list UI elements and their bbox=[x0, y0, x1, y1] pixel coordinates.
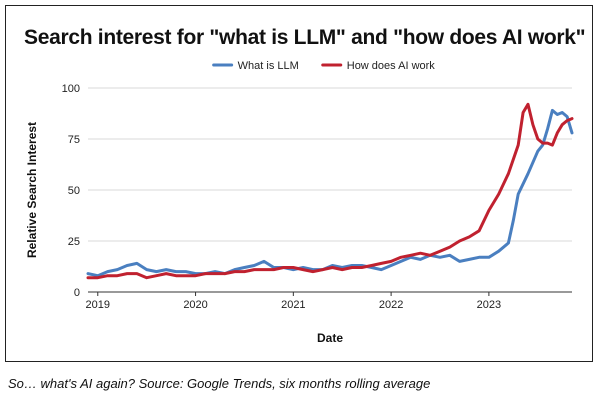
y-axis-title: Relative Search Interest bbox=[25, 122, 39, 258]
y-tick-label-0: 0 bbox=[74, 287, 80, 299]
y-tick-label-75: 75 bbox=[68, 134, 80, 146]
chart-frame: Search interest for "what is LLM" and "h… bbox=[5, 5, 593, 362]
x-tick-label-2023: 2023 bbox=[477, 299, 501, 311]
caption: So… what's AI again? Source: Google Tren… bbox=[8, 376, 431, 391]
legend-label-1: What is LLM bbox=[238, 60, 299, 72]
legend-label-2: How does AI work bbox=[347, 60, 436, 72]
series-line-1 bbox=[86, 108, 574, 278]
x-axis-title: Date bbox=[317, 331, 343, 345]
line-chart: 0 25 50 75 100 2019 2020 2021 2022 2023 What is LL… bbox=[25, 60, 574, 345]
x-tick-label-2022: 2022 bbox=[379, 299, 403, 311]
y-tick-label-100: 100 bbox=[62, 83, 80, 95]
x-tick-label-2020: 2020 bbox=[183, 299, 207, 311]
x-tick-label-2021: 2021 bbox=[281, 299, 305, 311]
x-tick-label-2019: 2019 bbox=[86, 299, 110, 311]
series-line-2 bbox=[86, 102, 574, 280]
y-tick-label-25: 25 bbox=[68, 236, 80, 248]
y-tick-label-50: 50 bbox=[68, 185, 80, 197]
chart-title: Search interest for "what is LLM" and "h… bbox=[24, 26, 586, 49]
